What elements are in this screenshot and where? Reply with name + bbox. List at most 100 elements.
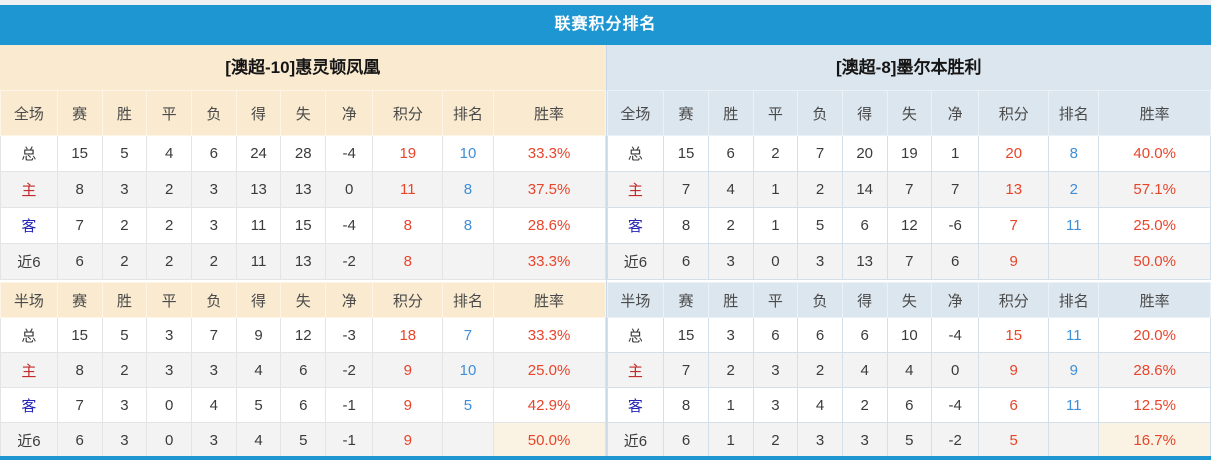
cell-points: 6 <box>978 387 1050 423</box>
cell-rank: 8 <box>1048 135 1100 172</box>
cell-points: 15 <box>978 317 1050 353</box>
cell-goals-for: 13 <box>841 243 888 280</box>
cell-draws: 3 <box>146 317 192 353</box>
cell-points: 9 <box>372 422 444 458</box>
cell-goals-against: 10 <box>886 317 933 353</box>
column-header-row: 全场赛胜平负得失净积分 排名 胜率 <box>0 90 606 136</box>
cell-draws: 0 <box>752 243 799 280</box>
cell-goals-for: 11 <box>235 243 282 280</box>
cell-wins: 5 <box>101 135 148 172</box>
cell-points: 8 <box>372 207 444 244</box>
col-header-goal-diff: 净 <box>931 90 980 136</box>
cell-draws: 0 <box>146 422 192 458</box>
cell-goal-diff: -2 <box>931 422 980 458</box>
cell-losses: 3 <box>190 352 237 388</box>
cell-matches: 7 <box>663 171 709 208</box>
cell-goals-for: 13 <box>235 171 282 208</box>
cell-wins: 3 <box>101 422 148 458</box>
col-header-losses: 负 <box>190 90 237 136</box>
cell-wins: 2 <box>101 352 148 388</box>
team-name-left: [澳超-10]惠灵顿凤凰 <box>0 45 606 90</box>
row-label: 近6 <box>606 422 665 458</box>
row-label: 近6 <box>0 243 58 280</box>
cell-points: 19 <box>372 135 444 172</box>
cell-losses: 7 <box>190 317 237 353</box>
cell-rank: 8 <box>442 171 494 208</box>
cell-rank: 11 <box>1048 317 1100 353</box>
col-header-points: 积分 <box>978 282 1050 318</box>
col-header-wins: 胜 <box>101 90 148 136</box>
cell-matches: 7 <box>663 352 709 388</box>
cell-points: 8 <box>372 243 444 280</box>
stats-row-home: 主 8 3 2 3 13 13 0 11 8 37.5% <box>0 171 606 208</box>
col-header-goals-against: 失 <box>886 90 933 136</box>
cell-draws: 6 <box>752 317 799 353</box>
stats-row-recent: 近6 6 2 2 2 11 13 -2 8 33.3% <box>0 243 606 280</box>
cell-matches: 8 <box>663 387 709 423</box>
col-header-goals-against: 失 <box>280 282 327 318</box>
col-header-scope: 全场 <box>0 90 58 136</box>
cell-goal-diff: -4 <box>931 387 980 423</box>
col-header-wins: 胜 <box>707 90 754 136</box>
cell-rank: 9 <box>1048 352 1100 388</box>
cell-goals-for: 20 <box>841 135 888 172</box>
cell-goal-diff: -3 <box>325 317 374 353</box>
cell-wins: 2 <box>101 243 148 280</box>
cell-wins: 3 <box>101 171 148 208</box>
cell-losses: 3 <box>190 171 237 208</box>
row-label: 近6 <box>0 422 58 458</box>
col-header-goals-for: 得 <box>841 282 888 318</box>
cell-win-rate: 57.1% <box>1098 171 1211 208</box>
stats-row-home: 主 7 2 3 2 4 4 0 9 9 28.6% <box>606 352 1211 388</box>
cell-win-rate: 25.0% <box>1098 207 1211 244</box>
col-header-matches: 赛 <box>56 282 103 318</box>
cell-wins: 2 <box>707 207 754 244</box>
stats-row-total: 总 15 6 2 7 20 19 1 20 8 40.0% <box>606 135 1211 172</box>
cell-matches: 8 <box>56 352 103 388</box>
cell-points: 11 <box>372 171 444 208</box>
cell-draws: 2 <box>752 422 799 458</box>
cell-goals-against: 12 <box>886 207 933 244</box>
cell-matches: 6 <box>663 422 709 458</box>
cell-wins: 2 <box>707 352 754 388</box>
cell-draws: 2 <box>146 207 192 244</box>
stats-row-recent: 近6 6 3 0 3 13 7 6 9 50.0% <box>606 243 1211 280</box>
cell-goals-against: 6 <box>280 387 327 423</box>
cell-wins: 1 <box>707 422 754 458</box>
cell-points: 9 <box>978 243 1050 280</box>
cell-losses: 4 <box>797 387 843 423</box>
row-label: 总 <box>0 317 58 353</box>
col-header-goal-diff: 净 <box>325 282 374 318</box>
team-panel-left: [澳超-10]惠灵顿凤凰 全场赛胜平负得失净积分 排名 胜率 总 15 5 4 6 24 28-… <box>0 45 606 458</box>
cell-losses: 6 <box>797 317 843 353</box>
cell-losses: 2 <box>190 243 237 280</box>
stats-row-home: 主 7 4 1 2 14 7 7 13 2 57.1% <box>606 171 1211 208</box>
cell-wins: 1 <box>707 387 754 423</box>
column-header-row: 半场赛胜平负得失净积分 排名 胜率 <box>0 282 606 318</box>
half-match-table-left: 半场赛胜平负得失净积分 排名 胜率 总 15 5 3 7 9 12 -3 18 7 33.3% 主 8 2 3 3… <box>0 282 606 458</box>
cell-goal-diff: 6 <box>931 243 980 280</box>
col-header-rank: 排名 <box>1048 282 1100 318</box>
cell-goals-for: 9 <box>235 317 282 353</box>
col-header-losses: 负 <box>797 90 843 136</box>
cell-goals-for: 6 <box>841 207 888 244</box>
col-header-points: 积分 <box>372 90 444 136</box>
cell-goals-against: 5 <box>886 422 933 458</box>
stats-row-total: 总 15 5 4 6 24 28 -4 19 10 33.3% <box>0 135 606 172</box>
cell-win-rate: 25.0% <box>492 352 606 388</box>
bottom-accent-bar <box>0 456 1211 460</box>
col-header-goals-against: 失 <box>280 90 327 136</box>
col-header-goals-for: 得 <box>235 90 282 136</box>
cell-losses: 4 <box>190 387 237 423</box>
col-header-draws: 平 <box>146 282 192 318</box>
col-header-matches: 赛 <box>663 282 709 318</box>
cell-goals-for: 2 <box>841 387 888 423</box>
col-header-win-rate: 胜率 <box>492 90 606 136</box>
col-header-rank: 排名 <box>1048 90 1100 136</box>
column-header-row: 半场赛胜平负得失净积分 排名 胜率 <box>606 282 1211 318</box>
cell-wins: 6 <box>707 135 754 172</box>
cell-points: 9 <box>372 387 444 423</box>
cell-goal-diff: -4 <box>325 207 374 244</box>
team-panel-right: [澳超-8]墨尔本胜利 全场赛胜平负得失净积分 排名 胜率 总 15 6 2 7 20 19 1 2… <box>605 45 1211 458</box>
cell-rank <box>442 243 494 280</box>
